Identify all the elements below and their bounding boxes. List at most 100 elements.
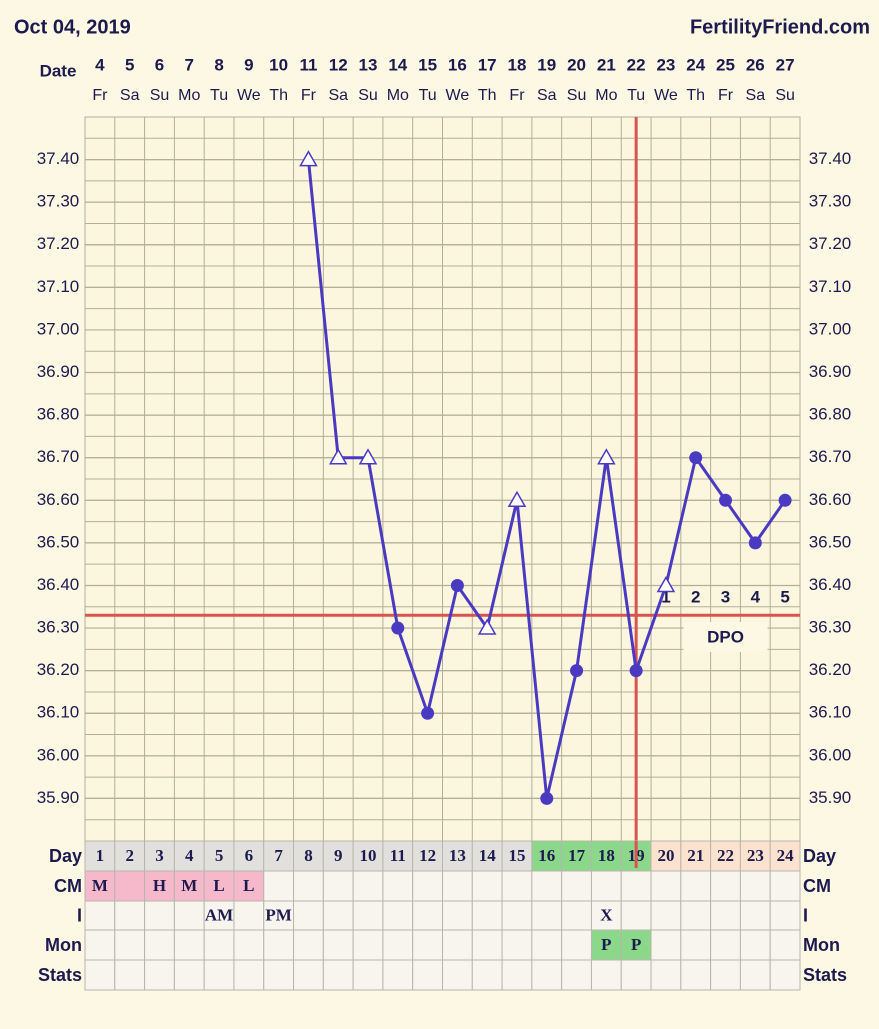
table-cell	[203, 900, 235, 931]
x-tick-label: 8	[214, 55, 223, 74]
table-cell-text: 3	[155, 846, 164, 865]
table-cell	[144, 929, 175, 961]
x-tick-label: 19	[537, 55, 556, 74]
table-cell	[322, 959, 354, 991]
table-cell-text: 6	[245, 846, 254, 865]
y-tick-label-right: 36.80	[809, 405, 852, 424]
table-cell-text: 24	[777, 846, 795, 865]
table-cell	[710, 929, 741, 961]
chart-title: Oct 04, 2019	[14, 16, 131, 38]
table-cell	[501, 959, 533, 991]
x-tick-label: 6	[155, 55, 164, 74]
table-cell-text: 7	[274, 846, 283, 865]
table-cell	[114, 959, 146, 991]
table-cell	[144, 959, 175, 991]
table-cell	[769, 870, 801, 902]
table-cell	[471, 870, 503, 902]
y-tick-label-right: 37.40	[809, 149, 852, 168]
table-cell-text: 17	[568, 846, 586, 865]
point-marker	[328, 448, 348, 465]
weekday-label: Sa	[120, 87, 140, 104]
x-tick-label: 10	[269, 55, 288, 74]
dpo-day: 5	[780, 587, 789, 606]
weekday-label: Mo	[178, 87, 200, 104]
table-cell-text: 22	[717, 846, 734, 865]
table-cell-text: PM	[265, 905, 291, 924]
table-cell	[710, 959, 741, 991]
table-cell	[84, 870, 116, 902]
table-cell	[739, 870, 771, 902]
y-tick-label-right: 36.50	[809, 532, 852, 551]
y-tick-label: 37.00	[37, 319, 80, 338]
point-marker	[421, 706, 435, 720]
table-cell-text: M	[181, 876, 197, 895]
table-cell	[442, 900, 473, 931]
table-cell	[263, 929, 295, 961]
weekday-label: Tu	[419, 87, 437, 104]
y-tick-label: 35.90	[37, 788, 80, 807]
table-cell	[352, 959, 384, 991]
x-tick-label: 27	[776, 55, 795, 74]
dpo-box	[683, 622, 768, 652]
table-cell	[233, 900, 265, 931]
point-marker	[689, 451, 703, 465]
point-marker	[477, 618, 497, 635]
x-label: Date	[40, 61, 77, 80]
x-tick-label: 22	[627, 55, 646, 74]
y-tick-label: 36.50	[37, 532, 80, 551]
row-label-right: Mon	[803, 935, 840, 955]
x-tick-label: 5	[125, 55, 134, 74]
row-label-right: I	[803, 905, 808, 925]
table-cell-text: 1	[96, 846, 105, 865]
weekday-label: Th	[686, 87, 705, 104]
table-cell-text: 21	[687, 846, 704, 865]
y-tick-label: 37.20	[37, 234, 80, 253]
x-tick-label: 14	[388, 55, 407, 74]
dpo-day: 1	[661, 587, 670, 606]
table-cell	[471, 900, 503, 931]
table-cell	[173, 959, 205, 991]
weekday-label: We	[237, 87, 261, 104]
x-tick-label: 4	[95, 55, 105, 74]
point-marker	[656, 575, 676, 593]
y-tick-label-right: 36.60	[809, 490, 852, 509]
weekday-label: We	[446, 87, 470, 104]
table-cell	[561, 929, 592, 961]
row-label: I	[77, 905, 82, 925]
table-cell	[620, 870, 652, 902]
y-tick-label-right: 36.70	[809, 447, 852, 466]
table-cell	[620, 900, 652, 931]
table-cell	[173, 870, 205, 902]
table-cell	[501, 870, 533, 902]
y-tick-label: 36.00	[37, 745, 80, 764]
x-tick-label: 18	[508, 55, 527, 74]
table-cell	[233, 840, 265, 872]
table-cell	[531, 959, 563, 991]
table-cell	[590, 870, 622, 902]
table-cell	[352, 900, 384, 931]
y-tick-label: 36.10	[37, 703, 80, 722]
table-cell	[739, 900, 771, 931]
table-cell-text: 12	[419, 846, 436, 865]
row-label: Mon	[45, 935, 82, 955]
x-tick-label: 12	[329, 55, 348, 74]
table-cell	[710, 900, 741, 931]
y-tick-label: 37.40	[37, 149, 80, 168]
table-cell	[531, 900, 563, 931]
point-marker	[629, 664, 643, 678]
table-cell-text: H	[153, 876, 166, 895]
dpo-day: 4	[751, 587, 761, 606]
y-tick-label: 36.80	[37, 405, 80, 424]
table-cell	[173, 840, 205, 872]
table-cell	[352, 929, 384, 961]
x-tick-label: 23	[656, 55, 675, 74]
table-cell	[680, 900, 712, 931]
table-cell	[412, 900, 444, 931]
table-cell	[293, 870, 324, 902]
weekday-label: Th	[269, 87, 288, 104]
table-cell	[442, 840, 473, 872]
y-tick-label: 36.40	[37, 575, 80, 594]
weekday-label: Fr	[509, 87, 525, 104]
table-cell-text: M	[92, 876, 108, 895]
weekday-label: Fr	[301, 87, 317, 104]
